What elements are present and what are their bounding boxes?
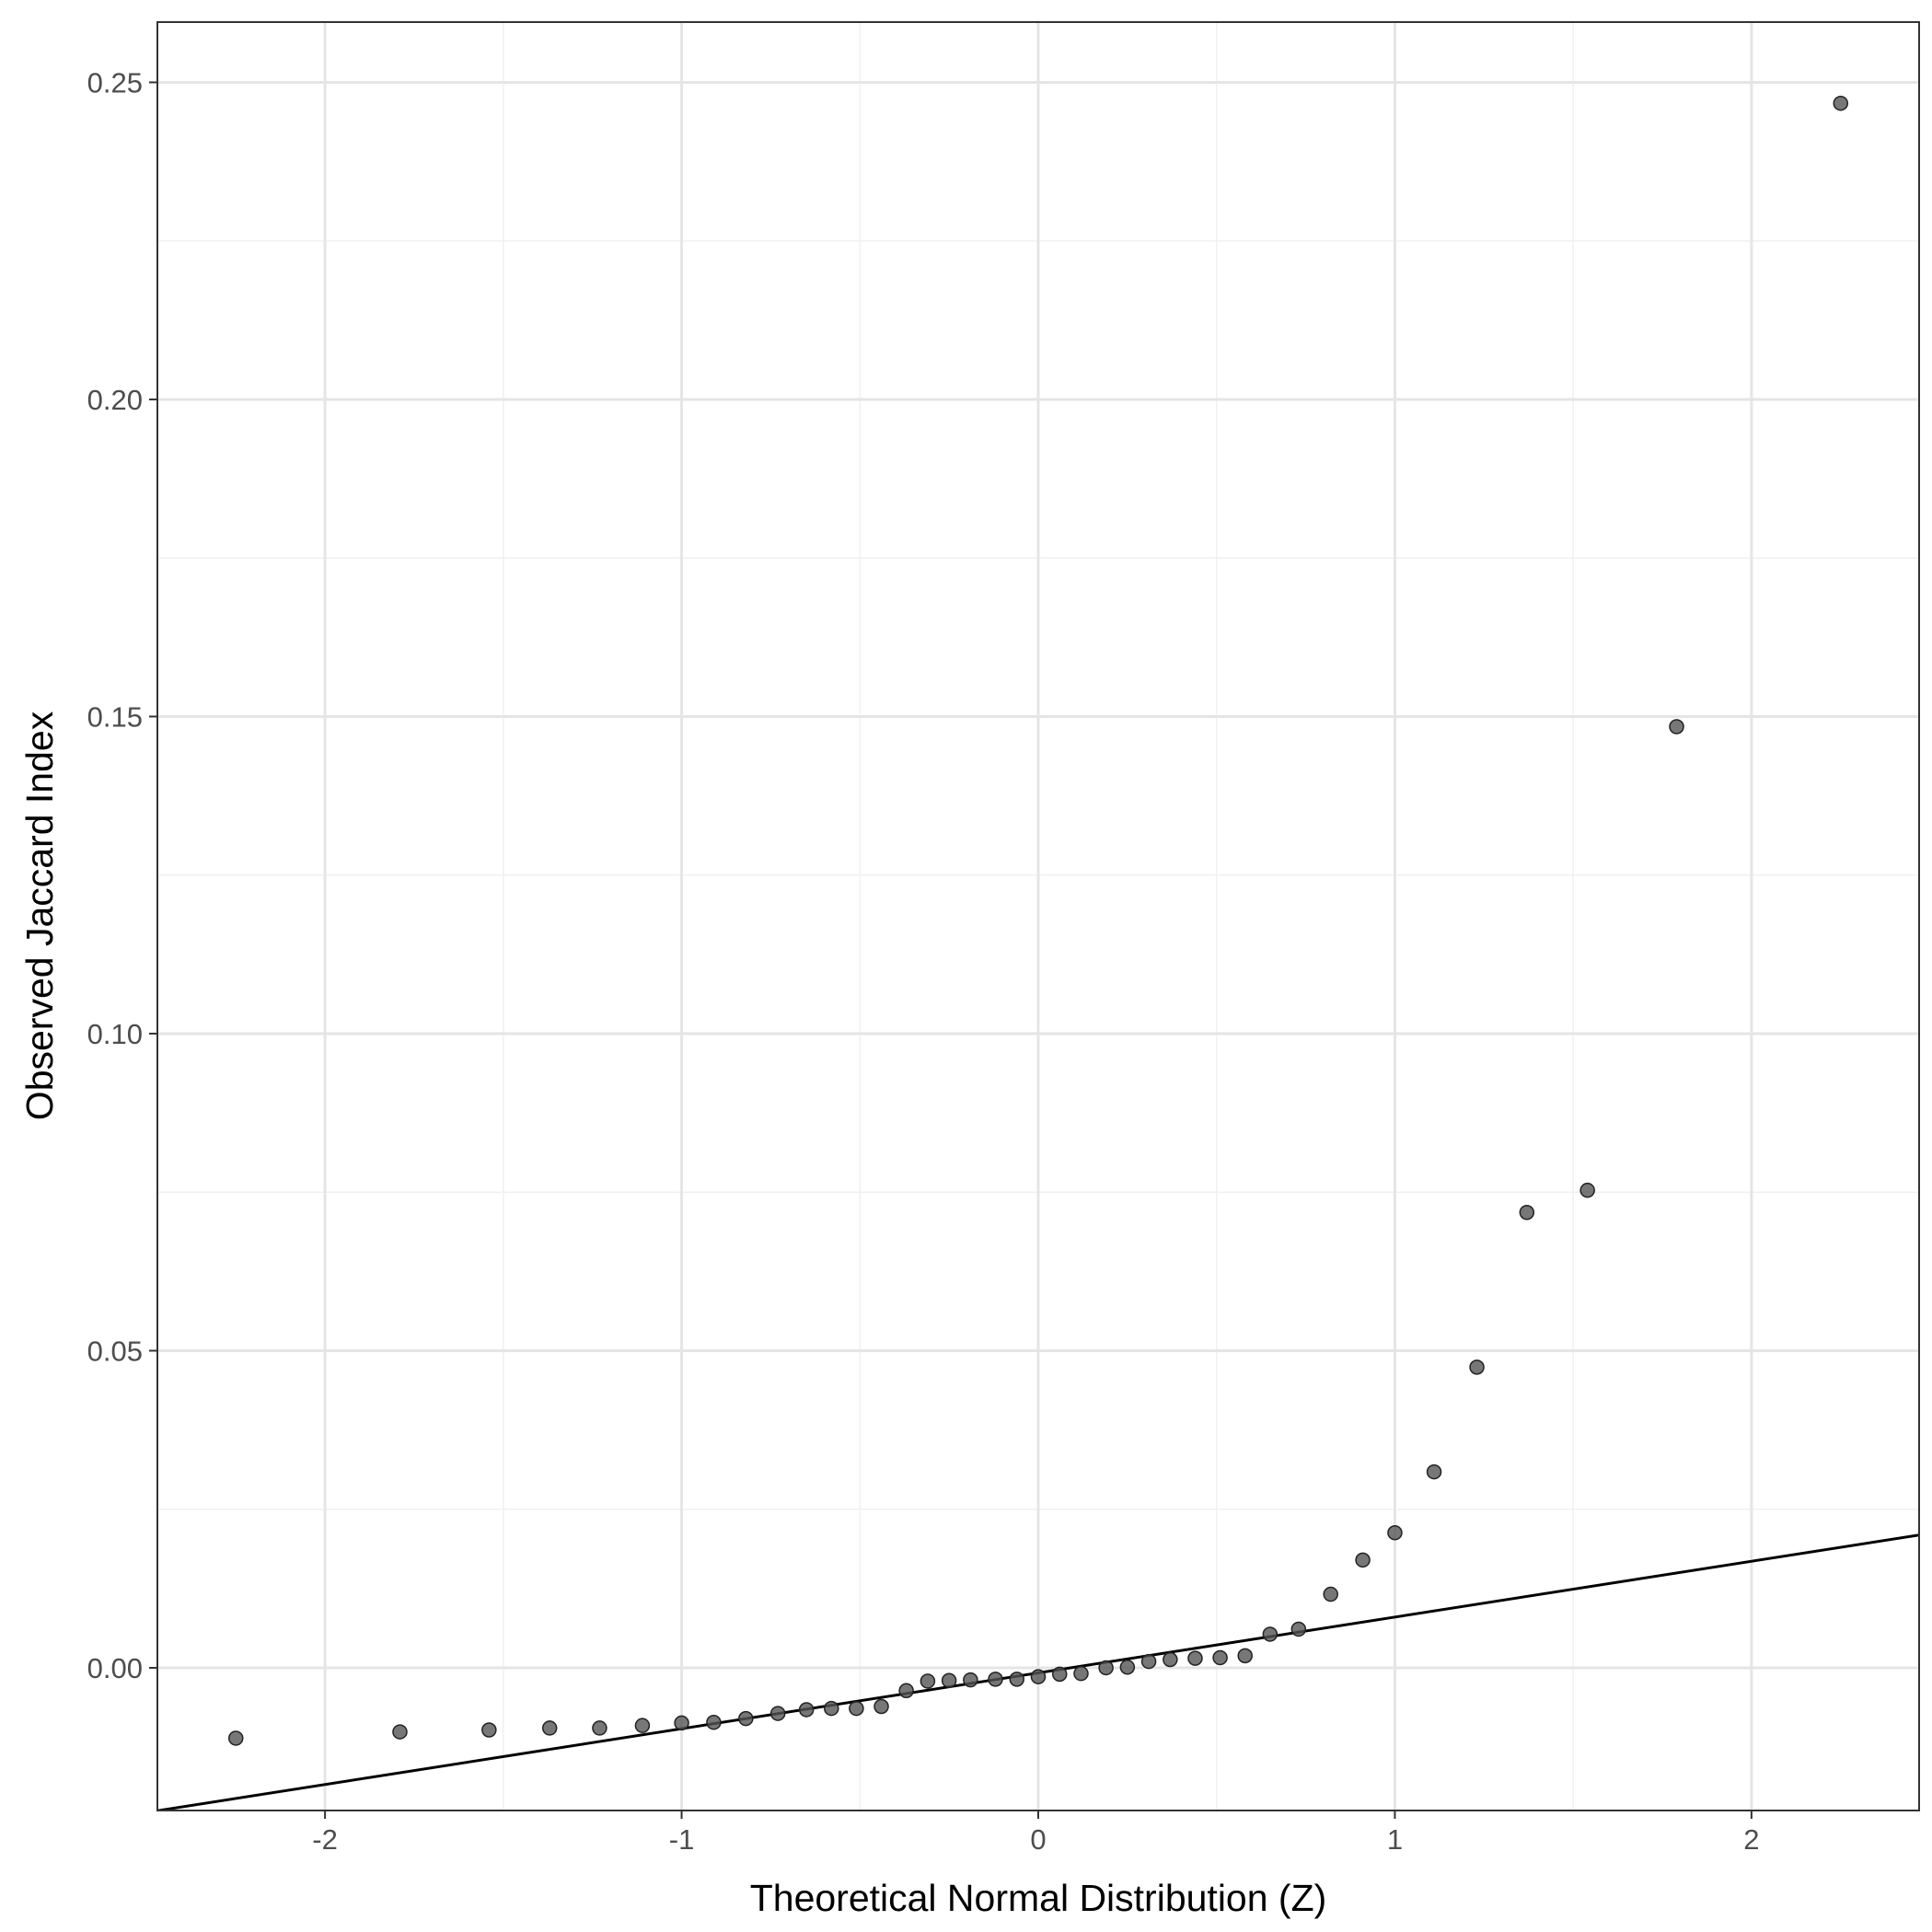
x-axis-title: Theoretical Normal Distribution (Z) (750, 1877, 1327, 1919)
data-point (1098, 1660, 1114, 1676)
data-point (634, 1718, 651, 1733)
data-point (1519, 1205, 1535, 1221)
data-point (1212, 1649, 1228, 1666)
y-tick-label: 0.15 (87, 700, 143, 733)
data-point (873, 1698, 889, 1715)
data-point (592, 1720, 607, 1736)
data-point (1355, 1552, 1371, 1568)
data-point (1237, 1648, 1253, 1664)
y-axis-title: Observed Jaccard Index (18, 711, 61, 1120)
data-point (1119, 1660, 1136, 1675)
data-point (824, 1700, 839, 1717)
data-point (1323, 1586, 1338, 1602)
data-points (227, 95, 1849, 1746)
data-point (1579, 1182, 1595, 1198)
x-axis-ticks: -2 -1 0 1 2 (312, 1811, 1760, 1856)
y-tick-label: 0.05 (87, 1335, 143, 1367)
data-point (392, 1724, 408, 1740)
data-point (1833, 95, 1849, 111)
data-point (1387, 1524, 1403, 1541)
data-point (674, 1715, 689, 1731)
data-point (481, 1722, 497, 1738)
data-point (738, 1710, 754, 1727)
data-point (963, 1672, 978, 1688)
data-point (1073, 1665, 1089, 1682)
data-point (769, 1706, 786, 1721)
data-point (1051, 1666, 1068, 1683)
y-tick-label: 0.10 (87, 1018, 143, 1050)
data-point (898, 1683, 914, 1699)
data-point (1163, 1651, 1178, 1668)
data-point (1426, 1463, 1442, 1480)
data-point (920, 1673, 936, 1689)
data-point (541, 1720, 558, 1736)
data-point (1009, 1672, 1025, 1687)
data-point (1030, 1669, 1047, 1684)
major-gridlines (157, 22, 1919, 1811)
y-tick-label: 0.20 (87, 384, 143, 416)
data-point (227, 1730, 244, 1746)
data-point (1469, 1359, 1485, 1375)
data-point (1669, 719, 1684, 735)
x-tick-label: 2 (1743, 1823, 1759, 1856)
data-point (849, 1700, 864, 1717)
data-point (988, 1672, 1003, 1687)
data-point (941, 1672, 957, 1689)
data-point (1262, 1626, 1278, 1642)
data-point (706, 1714, 722, 1730)
y-axis-ticks: 0.00 0.05 0.10 0.15 0.20 0.25 (87, 66, 157, 1684)
y-tick-label: 0.00 (87, 1652, 143, 1684)
x-tick-label: -1 (669, 1823, 695, 1856)
x-tick-label: 1 (1387, 1823, 1403, 1856)
data-point (1290, 1621, 1307, 1637)
data-point (1140, 1653, 1157, 1670)
data-point (798, 1702, 815, 1718)
y-tick-label: 0.25 (87, 66, 143, 98)
x-tick-label: -2 (312, 1823, 338, 1856)
x-tick-label: 0 (1030, 1823, 1046, 1856)
data-point (1187, 1650, 1203, 1666)
